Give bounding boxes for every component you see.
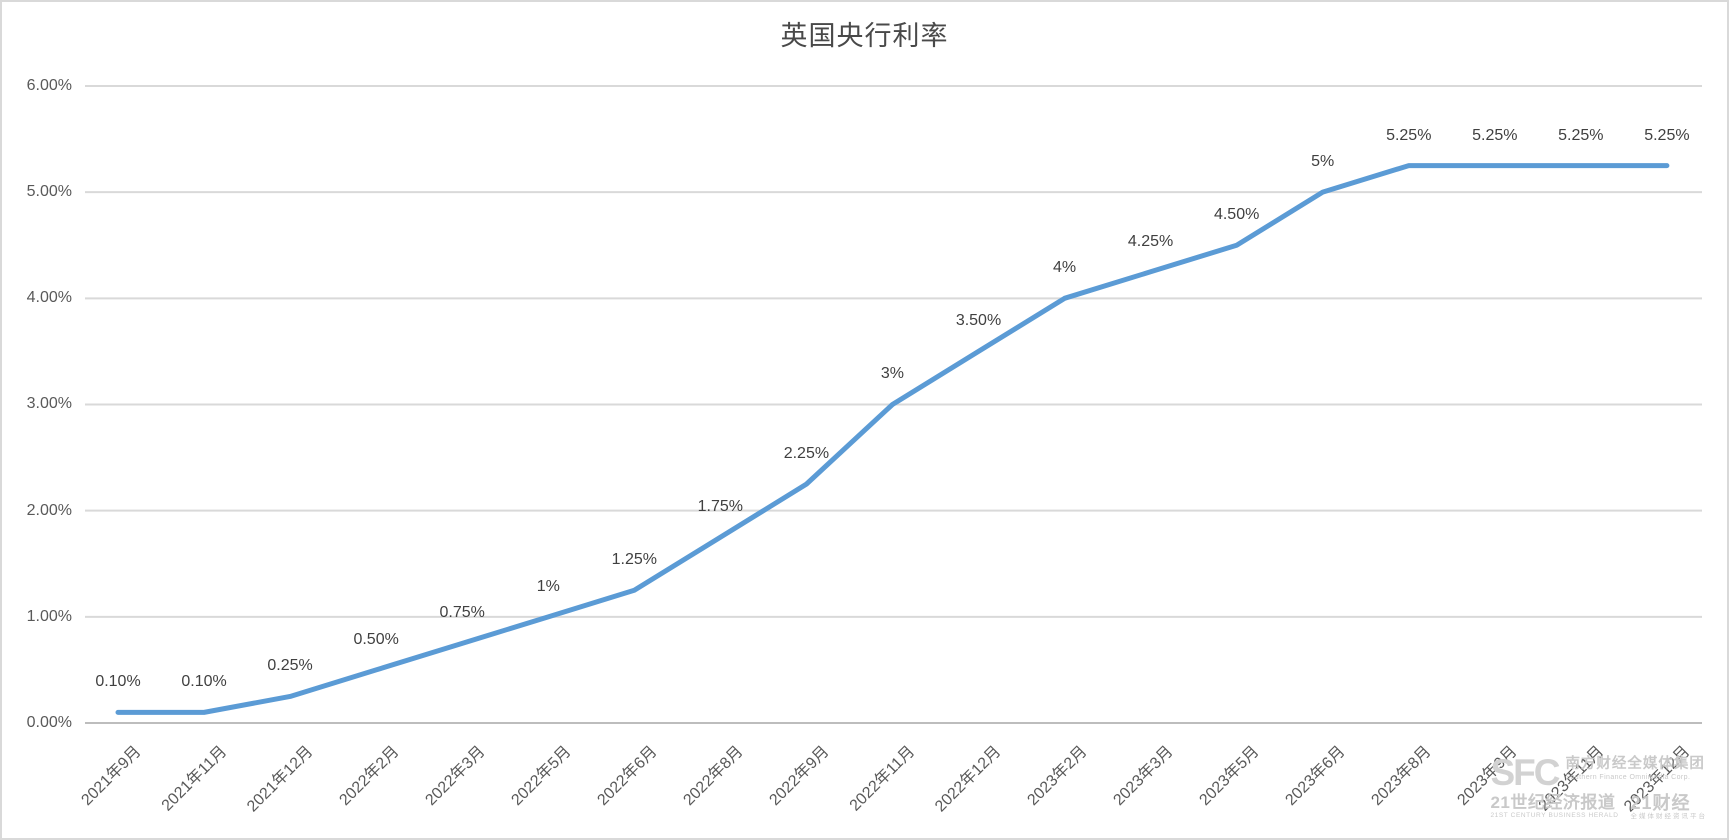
- y-tick-label: 6.00%: [26, 76, 72, 94]
- data-label: 5.25%: [1386, 126, 1432, 144]
- data-label: 0.75%: [439, 604, 485, 622]
- data-label: 5%: [1311, 153, 1335, 171]
- data-label: 2.25%: [783, 445, 830, 463]
- data-label: 1%: [536, 577, 560, 595]
- watermark-brand-21caijing: 21财经 全媒体财经资讯平台: [1631, 794, 1708, 821]
- data-label: 3.50%: [955, 312, 1002, 330]
- data-label: 5.25%: [1644, 126, 1690, 144]
- data-label: 3%: [880, 365, 904, 383]
- data-label: 1.25%: [611, 551, 657, 569]
- chart-title: 英国央行利率: [780, 21, 949, 51]
- watermark-org-name-cn: 南方财经全媒体集团: [1565, 756, 1705, 773]
- watermark-herald-cn: 21世纪经济报道: [1490, 792, 1616, 812]
- watermark-org-name-en: Southern Finance Omnimedia Corp.: [1565, 773, 1691, 781]
- y-tick-label: 4.00%: [26, 289, 72, 307]
- watermark-21caijing-cn: 21财经: [1630, 792, 1691, 813]
- watermark-row-2: 21世纪经济报道 21ST CENTURY BUSINESS HERALD 21…: [1490, 794, 1707, 821]
- y-tick-label: 5.00%: [26, 183, 72, 201]
- watermark-21caijing-sub: 全媒体财经资讯平台: [1630, 812, 1707, 820]
- y-tick-label: 3.00%: [26, 395, 72, 413]
- y-tick-label: 1.00%: [26, 607, 72, 625]
- data-label: 4.50%: [1213, 206, 1260, 224]
- data-label: 1.75%: [697, 498, 744, 516]
- data-label: 5.25%: [1558, 126, 1604, 144]
- data-label: 5.25%: [1472, 126, 1518, 144]
- watermark: SFC 南方财经全媒体集团 Southern Finance Omnimedia…: [1490, 752, 1707, 821]
- data-label: 0.10%: [181, 673, 227, 691]
- sfc-logo: SFC: [1490, 752, 1560, 794]
- data-label: 4.25%: [1127, 232, 1174, 250]
- watermark-org: 南方财经全媒体集团 Southern Finance Omnimedia Cor…: [1565, 757, 1705, 781]
- y-tick-label: 0.00%: [26, 714, 72, 731]
- data-label: 4%: [1052, 259, 1077, 277]
- watermark-herald-en: 21ST CENTURY BUSINESS HERALD: [1490, 811, 1619, 819]
- watermark-row-1: SFC 南方财经全媒体集团 Southern Finance Omnimedia…: [1490, 752, 1707, 794]
- rate-line-series: [115, 163, 1670, 715]
- data-label: 0.25%: [267, 657, 313, 675]
- watermark-brand-herald: 21世纪经济报道 21ST CENTURY BUSINESS HERALD: [1490, 794, 1618, 820]
- data-label: 0.10%: [95, 673, 141, 691]
- y-tick-label: 2.00%: [26, 501, 72, 519]
- data-label: 0.50%: [353, 630, 399, 648]
